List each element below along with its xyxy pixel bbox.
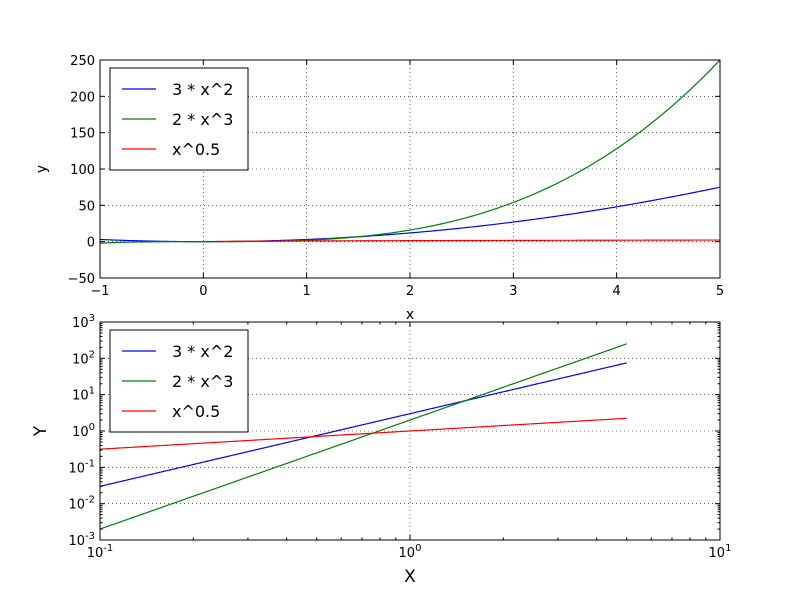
y-tick-label: 250	[70, 54, 95, 69]
series-group	[100, 343, 627, 530]
series-group	[100, 60, 720, 244]
x-axis-label: X	[404, 567, 416, 587]
legend-label-1: 2 * x^3	[172, 372, 233, 391]
x-axis-label: x	[406, 307, 414, 323]
x-tick-label: 1	[303, 284, 311, 299]
legend: 3 * x^2 2 * x^3 x^0.5	[109, 67, 249, 171]
y-tick-label: 150	[70, 127, 95, 142]
legend-label-1: 2 * x^3	[172, 110, 233, 129]
legend-label-2: x^0.5	[172, 140, 220, 159]
y-tick-label: 100	[70, 163, 95, 178]
top-linear-chart: −1 0 1 2 3 4 5 −50 0 50 100 150 200 250 x y 3 * x^2 2 * x…	[34, 54, 724, 323]
y-tick-label: 200	[70, 90, 95, 105]
y-axis-label: Y	[31, 425, 51, 437]
x-tick-label: 2	[406, 284, 414, 299]
series-line-1	[100, 60, 720, 244]
series-line-2	[213, 239, 720, 243]
y-tick-label: −50	[68, 272, 95, 287]
y-axis-label: y	[34, 165, 50, 173]
y-tick-label: 0	[87, 236, 95, 251]
series-line-0	[100, 362, 627, 487]
legend-label-0: 3 * x^2	[172, 342, 233, 361]
x-tick-label: −1	[90, 284, 109, 299]
x-tick-label: 0	[199, 284, 207, 299]
x-tick-label: 4	[613, 284, 621, 299]
x-tick-label: 5	[716, 284, 724, 299]
y-tick-label: 50	[78, 199, 95, 214]
legend-label-2: x^0.5	[172, 402, 220, 421]
legend-label-0: 3 * x^2	[172, 80, 233, 99]
x-tick-label: 3	[509, 284, 517, 299]
legend: 3 * x^2 2 * x^3 x^0.5	[109, 329, 249, 433]
series-line-1	[100, 343, 627, 530]
series-line-2	[100, 417, 627, 450]
